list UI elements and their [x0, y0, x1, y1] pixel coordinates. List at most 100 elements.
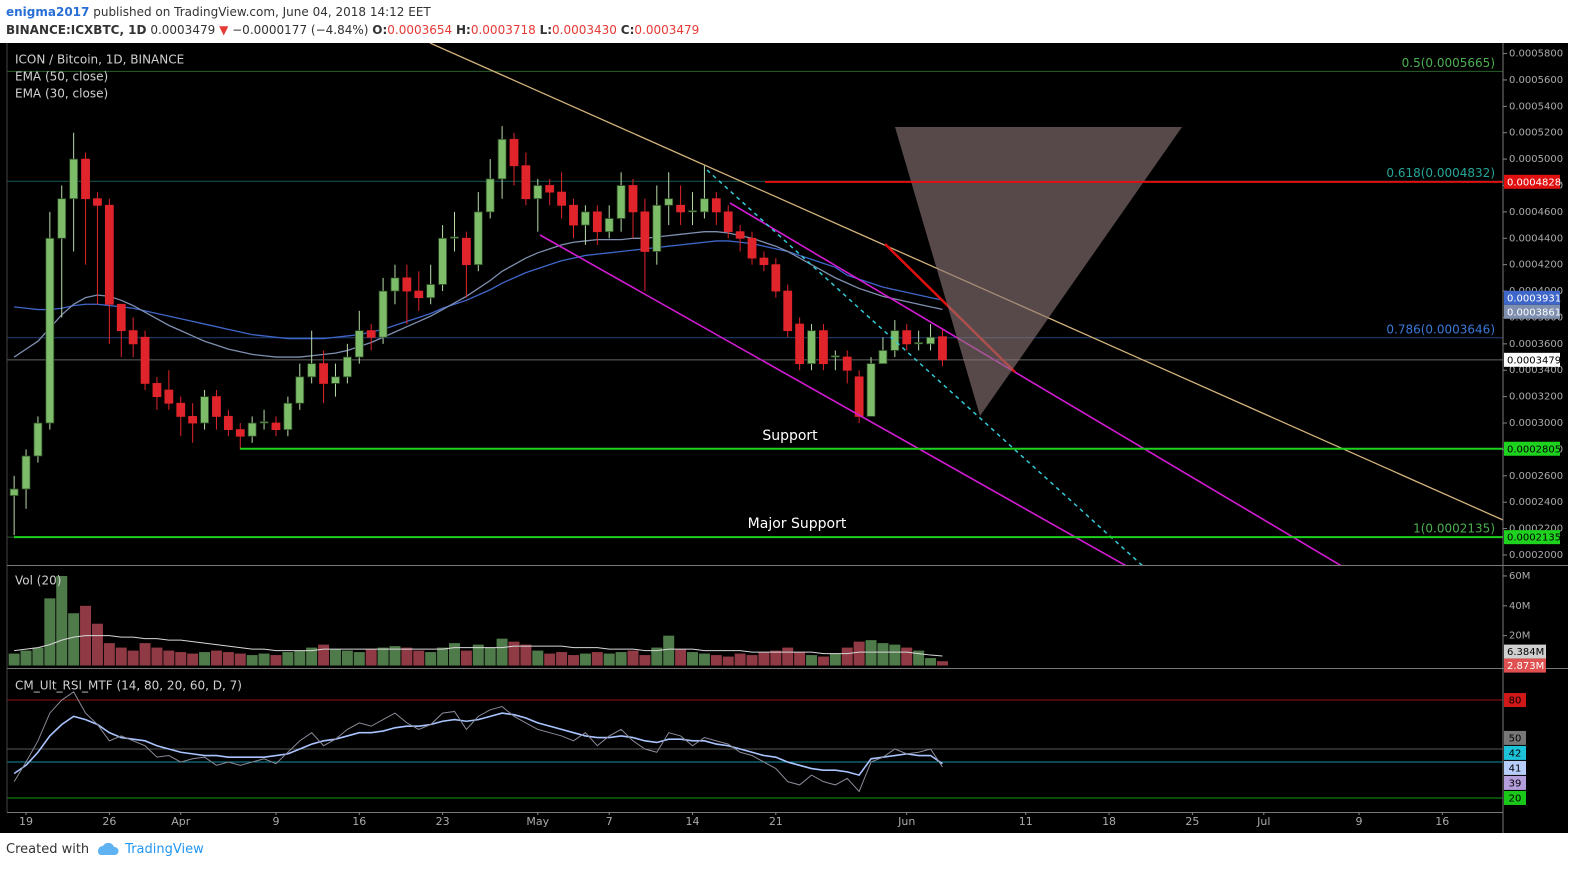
volume-bar — [20, 650, 32, 666]
y-tick-label: 0.0005200 — [1509, 128, 1563, 139]
axis-label-box — [1504, 760, 1526, 775]
candle-body — [664, 198, 674, 206]
y-tick-label: 0.0003400 — [1509, 365, 1563, 376]
last-price: 0.0003479 — [150, 23, 216, 37]
candle-body — [747, 237, 757, 259]
axis-label: 41 — [1509, 763, 1522, 774]
candle-body — [533, 185, 543, 200]
candle-body — [33, 422, 43, 457]
candle-body — [354, 330, 364, 358]
axis-label: 0.0002805 — [1507, 444, 1561, 455]
volume-bar — [532, 650, 544, 666]
candle-body — [45, 237, 55, 424]
candle-body — [57, 198, 67, 239]
candle-body — [819, 330, 828, 365]
rsi-line — [13, 712, 943, 777]
volume-bar — [353, 652, 365, 666]
published: published on TradingView.com, June 04, 2… — [93, 5, 431, 19]
candle-body — [616, 185, 626, 219]
volume-bar — [329, 649, 341, 666]
x-tick-label: 14 — [686, 815, 700, 828]
fib-label: 1(0.0002135) — [1413, 522, 1495, 536]
candle-body — [223, 416, 233, 431]
volume-bar — [306, 647, 318, 666]
candle-body — [842, 356, 852, 371]
volume-bar — [556, 652, 568, 666]
volume-bar — [234, 653, 246, 666]
y-tick-label: 0.0002000 — [1509, 550, 1563, 561]
candle-body — [247, 422, 257, 437]
candle-body — [271, 422, 281, 431]
volume-bar — [448, 643, 460, 666]
y-tick-label: 0.0004400 — [1509, 233, 1563, 244]
candle-body — [426, 284, 436, 299]
candle-body — [854, 376, 864, 417]
y-tick-label: 0.0004200 — [1509, 260, 1563, 271]
candle-body — [521, 165, 531, 200]
volume-bar — [294, 650, 306, 666]
labels: ICON / Bitcoin, 1D, BINANCE EMA (50, clo… — [15, 53, 242, 693]
volume-bar — [8, 653, 20, 666]
candle-body — [676, 204, 686, 213]
candle-body — [438, 237, 447, 285]
candle-body — [592, 211, 602, 233]
candle-body — [176, 402, 186, 417]
volume-bar — [175, 652, 187, 666]
candle-body — [402, 277, 412, 292]
ohlc-key: O: — [372, 23, 388, 37]
volume-bar — [877, 643, 889, 666]
y-tick-label: 60M — [1509, 571, 1530, 582]
volume-bar — [639, 655, 651, 666]
x-tick-label: 18 — [1102, 815, 1116, 828]
x-tick-label: Jul — [1256, 815, 1270, 828]
x-tick-label: 23 — [436, 815, 450, 828]
axis-label: 80 — [1509, 696, 1522, 707]
rsi-line — [13, 691, 943, 793]
author[interactable]: enigma2017 — [6, 5, 90, 19]
candle-body — [783, 290, 793, 332]
volume-ma — [14, 635, 943, 657]
y-tick-label: 0.0003200 — [1509, 392, 1563, 403]
axis-label: 0.0004828 — [1507, 177, 1561, 188]
candle-body — [878, 350, 888, 365]
x-tick-label: May — [526, 815, 549, 828]
candle-body — [604, 218, 614, 233]
volume-bar — [841, 647, 853, 666]
x-tick-label: 9 — [272, 815, 279, 828]
candle-body — [319, 363, 328, 384]
footer: Created with TradingView — [6, 838, 204, 860]
candle-body — [93, 198, 102, 206]
x-tick-label: 16 — [352, 815, 366, 828]
axis-label-box — [1504, 745, 1526, 760]
candle-body — [235, 429, 245, 437]
volume-bar — [437, 647, 449, 666]
volume-bar — [377, 647, 389, 666]
symbol: BINANCE:ICXBTC, 1D — [6, 23, 147, 37]
volume-bar — [187, 653, 199, 666]
axis-label: 42 — [1509, 748, 1522, 759]
fib-label: 0.5(0.0005665) — [1402, 56, 1495, 70]
candle-body — [807, 330, 816, 365]
axis-label: 0.0002135 — [1507, 533, 1561, 544]
axis-label-box — [1504, 693, 1526, 708]
candle-body — [116, 303, 126, 332]
arrow: ▼ — [219, 23, 229, 37]
volume-bar — [913, 650, 925, 666]
candle-body — [640, 211, 650, 252]
volume-bar — [44, 598, 56, 666]
logo — [98, 842, 119, 855]
candle-body — [81, 158, 90, 200]
x-tick-label: 21 — [769, 815, 783, 828]
axis-label: 50 — [1509, 733, 1522, 744]
axes: 0.0005800 0.0005600 0.0005400 0.0005200 0.00… — [6, 43, 1568, 833]
candle-body — [557, 191, 567, 206]
brand[interactable]: TradingView — [125, 841, 204, 857]
candle-body — [128, 330, 138, 345]
volume-bar — [484, 647, 496, 666]
x-tick-label: 16 — [1435, 815, 1449, 828]
pane-title: Vol (20) — [15, 574, 61, 588]
candle-body — [342, 356, 352, 378]
candle-body — [307, 363, 317, 378]
volume-bar — [68, 613, 80, 666]
volume-bar — [460, 650, 472, 666]
